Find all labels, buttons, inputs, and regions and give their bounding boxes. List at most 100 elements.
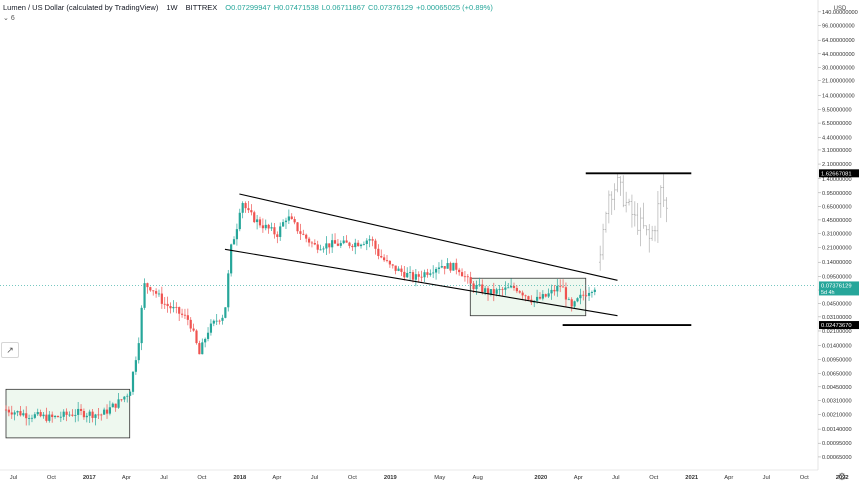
candle-body xyxy=(149,287,152,291)
price-candle xyxy=(94,413,97,426)
price-candle xyxy=(463,271,467,282)
price-candle xyxy=(74,409,77,423)
price-candle xyxy=(77,401,80,422)
candle-body xyxy=(172,306,175,309)
candle-body xyxy=(354,242,357,248)
projection-bar xyxy=(619,176,622,196)
symbol-title[interactable]: Lumen / US Dollar (calculated by Trading… xyxy=(3,3,159,12)
price-candle xyxy=(244,201,247,213)
time-tick-label: Jul xyxy=(612,475,619,481)
candle-body xyxy=(261,225,264,229)
candle-body xyxy=(281,222,285,227)
candle-body xyxy=(160,293,163,304)
price-candle xyxy=(452,262,455,271)
candle-body xyxy=(33,414,36,418)
candle-body xyxy=(590,291,594,293)
ohlc-change: +0.00065025 (+0.89%) xyxy=(416,3,493,12)
candle-body xyxy=(166,303,169,307)
candle-body xyxy=(582,294,585,296)
candle-body xyxy=(426,272,429,275)
time-axis[interactable]: Jul Oct 2017 Apr Jul Oct 2018 Apr Jul Oct 2019 May A… xyxy=(0,469,860,483)
projection-bar xyxy=(645,225,648,236)
gear-icon: ⚙ xyxy=(837,472,847,483)
candle-body xyxy=(420,276,423,278)
candle-body xyxy=(406,272,409,278)
interval-label[interactable]: 1W xyxy=(166,3,178,12)
candle-body xyxy=(305,234,308,239)
time-tick-label: 2017 xyxy=(83,475,96,481)
chart-settings-button[interactable]: ⚙ xyxy=(836,472,848,483)
price-candle xyxy=(492,282,495,302)
price-candle xyxy=(469,271,472,284)
candle-body xyxy=(140,307,143,344)
candle-body xyxy=(408,272,412,273)
candle-body xyxy=(446,263,449,269)
candle-body xyxy=(201,342,204,355)
candle-body xyxy=(547,293,550,297)
price-candle xyxy=(406,267,409,278)
candle-body xyxy=(45,414,48,421)
price-candle xyxy=(561,279,565,288)
time-tick-label: May xyxy=(434,475,445,481)
range-box[interactable] xyxy=(5,388,131,439)
price-tick-label: 14.00000000 xyxy=(822,93,855,99)
trendline[interactable] xyxy=(224,248,618,317)
candle-body xyxy=(232,239,236,245)
candle-body xyxy=(154,291,158,294)
price-candle xyxy=(544,293,547,298)
price-candle xyxy=(535,289,539,304)
candle-body xyxy=(385,260,389,261)
price-candle xyxy=(59,411,62,422)
price-tick-label: 9.50000000 xyxy=(822,107,852,113)
candle-body xyxy=(68,414,71,416)
candle-body xyxy=(564,287,568,300)
candle-body xyxy=(380,256,383,258)
price-candle xyxy=(582,290,585,301)
price-candle xyxy=(296,221,299,234)
candle-body xyxy=(290,216,293,220)
price-candle xyxy=(68,411,71,417)
candle-body xyxy=(74,414,77,416)
price-candle xyxy=(521,290,524,300)
price-candle xyxy=(449,261,452,273)
candle-body xyxy=(19,411,22,416)
price-candle xyxy=(105,404,109,419)
price-candle xyxy=(579,288,582,305)
candle-body xyxy=(137,343,140,361)
price-candle xyxy=(279,222,282,241)
candle-body xyxy=(359,244,363,247)
price-candle xyxy=(426,268,429,278)
trendline[interactable] xyxy=(239,193,618,281)
candle-body xyxy=(264,224,267,229)
price-candle xyxy=(417,271,420,283)
candle-body xyxy=(114,403,117,408)
price-candle xyxy=(13,410,16,421)
price-candle xyxy=(371,236,374,247)
projection-bar xyxy=(627,198,631,206)
measure-tool-button[interactable]: ↗ xyxy=(1,342,19,358)
lower-level-marker-value: 0.02473670 xyxy=(821,323,852,329)
price-candle xyxy=(527,295,530,301)
candle-body xyxy=(417,274,420,277)
price-candle xyxy=(235,223,239,246)
indicators-collapse-button[interactable]: ⌄ 6 xyxy=(3,14,17,23)
price-candle xyxy=(380,249,383,259)
price-candle xyxy=(377,244,380,260)
price-candle xyxy=(230,243,233,277)
price-candle xyxy=(512,282,516,291)
projection-bar xyxy=(662,174,665,208)
price-candle xyxy=(30,414,34,423)
price-candle xyxy=(152,290,155,296)
price-tick-label: 4.40000000 xyxy=(822,135,852,141)
price-candle xyxy=(351,243,354,251)
price-candle xyxy=(365,238,368,251)
price-candle xyxy=(287,209,290,224)
candle-body xyxy=(146,283,149,288)
candle-body xyxy=(183,314,187,316)
candle-body xyxy=(559,285,562,287)
price-candle xyxy=(328,243,331,254)
price-candle xyxy=(48,411,51,423)
